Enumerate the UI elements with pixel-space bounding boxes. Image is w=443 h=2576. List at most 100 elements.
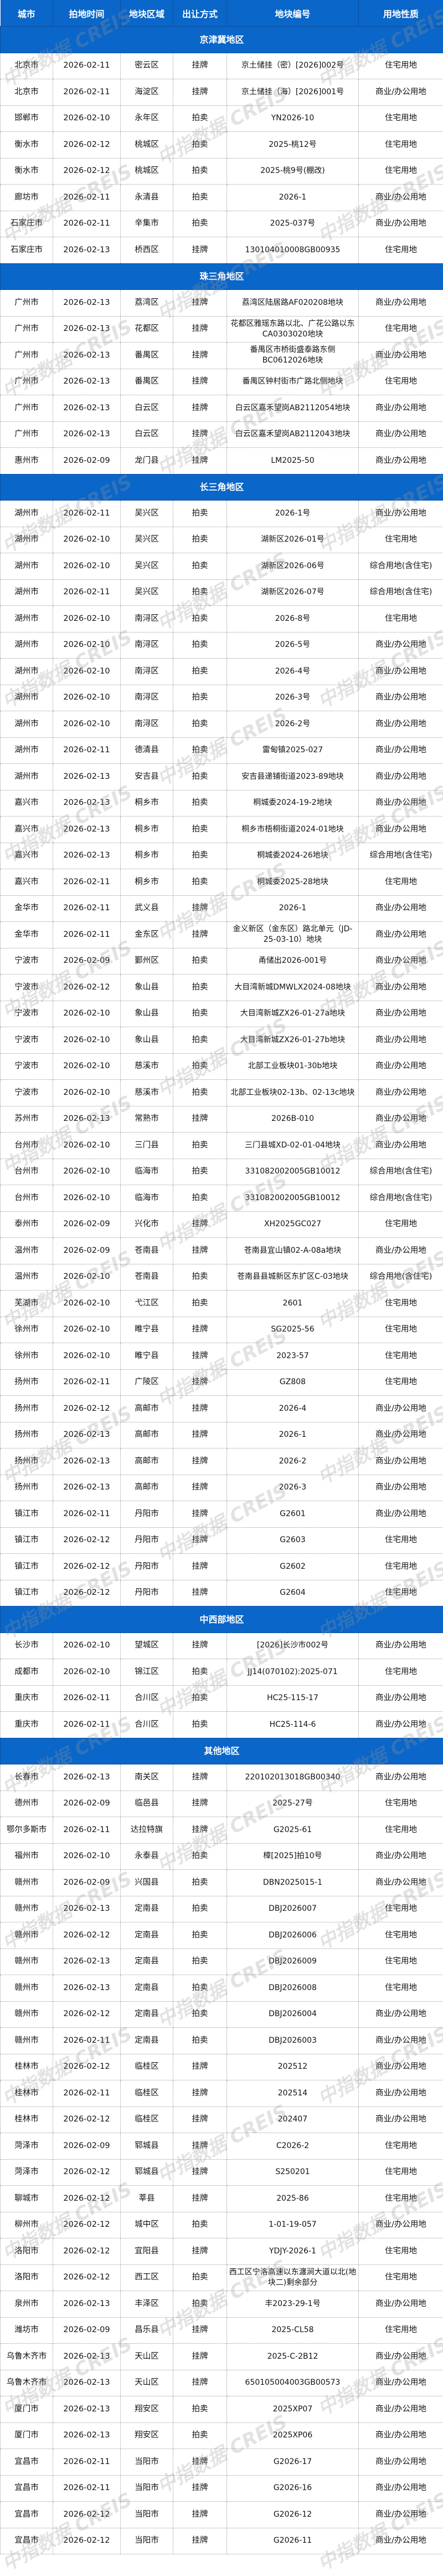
cell-city: 嘉兴市 xyxy=(1,817,53,843)
cell-plot-code: 白云区嘉禾望岗AB2112043地块 xyxy=(227,421,359,448)
cell-land-use: 住宅用地 xyxy=(359,1527,443,1554)
cell-method: 挂牌 xyxy=(173,316,227,343)
cell-district: 桃城区 xyxy=(121,132,173,159)
cell-plot-code: 2026-2号 xyxy=(227,711,359,738)
cell-date: 2026-02-11 xyxy=(53,1501,121,1528)
cell-district: 锦江区 xyxy=(121,1659,173,1686)
cell-city: 扬州市 xyxy=(1,1369,53,1396)
cell-city: 镇江市 xyxy=(1,1527,53,1554)
cell-method: 挂牌 xyxy=(173,1501,227,1528)
cell-method: 拍卖 xyxy=(173,2028,227,2054)
cell-city: 宁波市 xyxy=(1,975,53,1001)
cell-date: 2026-02-12 xyxy=(53,1396,121,1422)
cell-method: 挂牌 xyxy=(173,1475,227,1501)
cell-date: 2026-02-13 xyxy=(53,2344,121,2370)
cell-district: 天山区 xyxy=(121,2370,173,2396)
cell-land-use: 综合用地(含住宅) xyxy=(359,579,443,606)
cell-district: 密云区 xyxy=(121,53,173,79)
cell-method: 拍卖 xyxy=(173,185,227,211)
cell-district: 睢宁县 xyxy=(121,1343,173,1370)
section-title: 其他地区 xyxy=(1,1738,443,1764)
cell-land-use: 住宅用地 xyxy=(359,1922,443,1949)
cell-city: 广州市 xyxy=(1,421,53,448)
cell-district: 高邮市 xyxy=(121,1422,173,1448)
cell-date: 2026-02-11 xyxy=(53,895,121,922)
cell-district: 临桂区 xyxy=(121,2054,173,2080)
cell-district: 象山县 xyxy=(121,1027,173,1054)
cell-city: 镇江市 xyxy=(1,1554,53,1580)
cell-date: 2026-02-10 xyxy=(53,606,121,632)
cell-district: 番禺区 xyxy=(121,369,173,395)
cell-land-use: 商业/办公用地 xyxy=(359,685,443,711)
cell-land-use: 住宅用地 xyxy=(359,1975,443,2002)
cell-date: 2026-02-13 xyxy=(53,1448,121,1475)
cell-date: 2026-02-09 xyxy=(53,1211,121,1238)
cell-method: 拍卖 xyxy=(173,1948,227,1975)
cell-plot-code: 202514 xyxy=(227,2080,359,2107)
cell-district: 当阳市 xyxy=(121,2475,173,2502)
cell-method: 拍卖 xyxy=(173,975,227,1001)
cell-land-use: 住宅用地 xyxy=(359,1948,443,1975)
cell-plot-code: 湖新区2026-07号 xyxy=(227,579,359,606)
cell-land-use: 商业/办公用地 xyxy=(359,79,443,106)
cell-city: 湖州市 xyxy=(1,659,53,685)
cell-method: 挂牌 xyxy=(173,290,227,317)
cell-method: 拍卖 xyxy=(173,1264,227,1290)
cell-district: 定南县 xyxy=(121,1948,173,1975)
cell-land-use: 商业/办公用地 xyxy=(359,2106,443,2133)
cell-city: 温州市 xyxy=(1,1238,53,1264)
cell-land-use: 商业/办公用地 xyxy=(359,2080,443,2107)
cell-district: 南浔区 xyxy=(121,606,173,632)
column-header-land-use: 用地性质 xyxy=(359,0,443,27)
cell-plot-code: 2026-5号 xyxy=(227,632,359,659)
cell-method: 挂牌 xyxy=(173,369,227,395)
cell-land-use: 商业/办公用地 xyxy=(359,2528,443,2554)
cell-plot-code: 2026-1 xyxy=(227,895,359,922)
cell-plot-code: 2025XP06 xyxy=(227,2422,359,2449)
cell-land-use: 住宅用地 xyxy=(359,53,443,79)
cell-city: 赣州市 xyxy=(1,1975,53,2002)
cell-land-use: 住宅用地 xyxy=(359,1659,443,1686)
cell-method: 挂牌 xyxy=(173,1817,227,1844)
section-header-row: 珠三角地区 xyxy=(1,263,443,290)
cell-city: 嘉兴市 xyxy=(1,843,53,869)
cell-date: 2026-02-11 xyxy=(53,185,121,211)
cell-method: 拍卖 xyxy=(173,132,227,159)
cell-land-use: 商业/办公用地 xyxy=(359,501,443,527)
cell-plot-code: 苍南县宜山镇02-A-08a地块 xyxy=(227,1238,359,1264)
cell-method: 拍卖 xyxy=(173,579,227,606)
cell-method: 拍卖 xyxy=(173,1053,227,1080)
cell-method: 拍卖 xyxy=(173,1001,227,1027)
cell-district: 西工区 xyxy=(121,2264,173,2291)
cell-land-use: 商业/办公用地 xyxy=(359,2370,443,2396)
cell-plot-code: 331082002005GB10012 xyxy=(227,1159,359,1185)
cell-method: 拍卖 xyxy=(173,1870,227,1896)
cell-method: 拍卖 xyxy=(173,527,227,553)
cell-city: 宁波市 xyxy=(1,1053,53,1080)
cell-plot-code: 北部工业板块02-13b、02-13c地块 xyxy=(227,1080,359,1106)
column-header-method: 出让方式 xyxy=(173,0,227,27)
cell-district: 三门县 xyxy=(121,1133,173,1159)
cell-land-use: 住宅用地 xyxy=(359,158,443,185)
cell-land-use: 商业/办公用地 xyxy=(359,1396,443,1422)
